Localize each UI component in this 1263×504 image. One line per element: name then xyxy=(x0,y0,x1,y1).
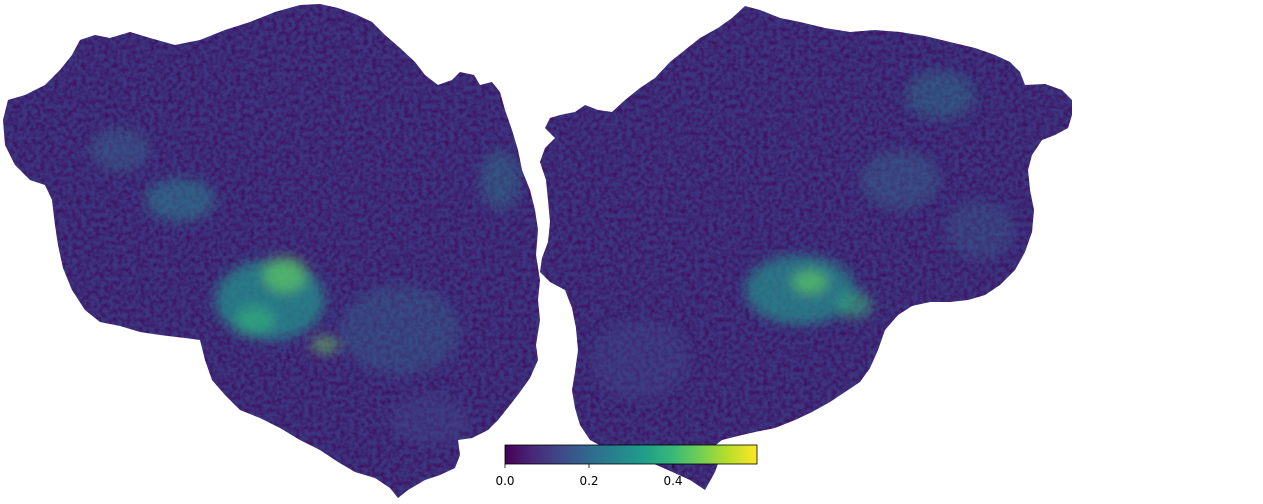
colorbar-gradient xyxy=(504,444,758,465)
colorbar-tick-label: 0.0 xyxy=(495,474,515,488)
colorbar-ticks xyxy=(504,464,674,468)
left-hemisphere-flatmap xyxy=(3,4,540,498)
right-hemisphere-flatmap xyxy=(540,6,1072,490)
colorbar-tick-label: 0.2 xyxy=(579,474,599,488)
colorbar-tick-label: 0.4 xyxy=(663,474,683,488)
colorbar xyxy=(504,444,758,468)
